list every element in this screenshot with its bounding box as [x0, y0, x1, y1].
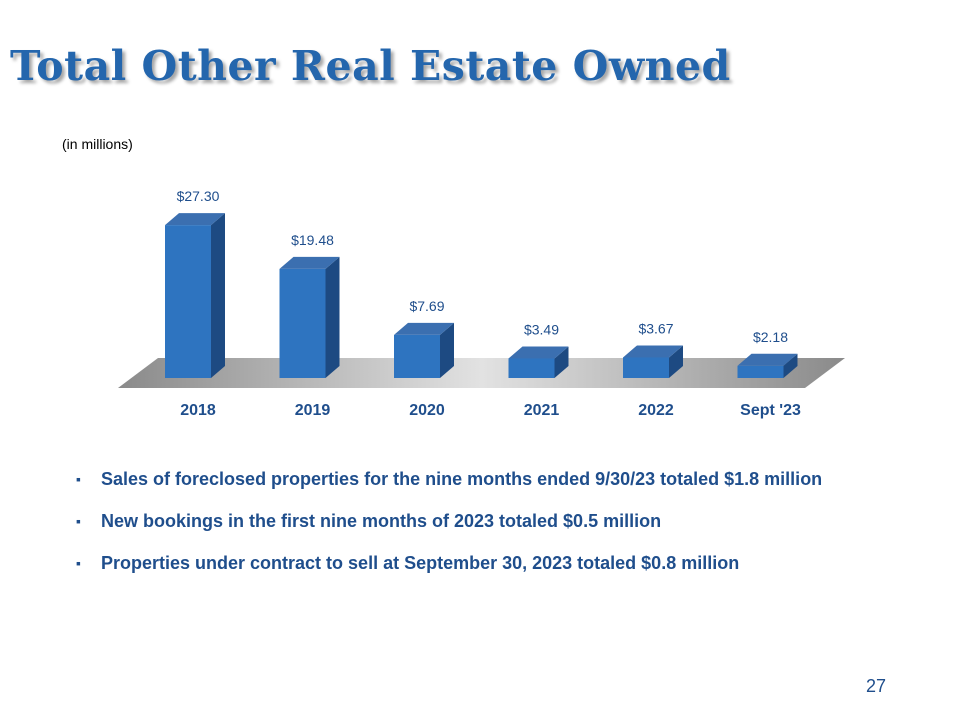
slide-title: Total Other Real Estate Owned [10, 42, 731, 90]
bar-side-4 [669, 345, 683, 378]
page-number: 27 [865, 676, 886, 696]
bar-top-2 [394, 322, 454, 335]
chart-floor [118, 358, 845, 388]
bar-top-1 [279, 256, 340, 269]
data-label-1: $19.48 [291, 232, 334, 248]
data-label-0: $27.30 [177, 188, 220, 204]
data-label-5: $2.18 [753, 329, 788, 345]
data-label-2: $7.69 [409, 298, 444, 314]
category-label-4: 2022 [638, 402, 674, 419]
bullet-item-sales: Sales of foreclosed properties for the n… [76, 460, 906, 498]
bar-top-3 [508, 346, 569, 359]
bar-side-0 [211, 213, 225, 378]
bullet-item-contracts: Properties under contract to sell at Sep… [76, 544, 906, 582]
units-note: (in millions) [62, 136, 133, 152]
bar-1 [279, 268, 326, 378]
bar-4 [623, 357, 669, 378]
bar-2 [394, 334, 440, 378]
bar-0 [165, 225, 211, 378]
bar-top-5 [737, 353, 798, 366]
bullet-item-bookings: New bookings in the first nine months of… [76, 502, 906, 540]
oreo-bar-chart: $27.30 2018 $19.48 2019 $7.69 2020 $3.49 2021 $3… [118, 188, 845, 419]
category-label-0: 2018 [180, 402, 216, 419]
bar-side-3 [554, 346, 569, 378]
bar-side-1 [325, 256, 340, 378]
bar-top-4 [623, 345, 683, 358]
bar-5 [737, 365, 784, 378]
bar-top-0 [165, 213, 225, 226]
bullet-list: Sales of foreclosed properties for the n… [76, 460, 906, 586]
category-label-3: 2021 [524, 402, 560, 419]
data-label-3: $3.49 [524, 321, 559, 337]
bar-side-2 [440, 322, 454, 378]
category-label-5: Sept '23 [740, 402, 801, 419]
category-label-2: 2020 [409, 402, 445, 419]
bar-side-5 [783, 353, 798, 378]
category-label-1: 2019 [295, 402, 331, 419]
data-label-4: $3.67 [638, 320, 673, 336]
bar-3 [508, 358, 555, 378]
